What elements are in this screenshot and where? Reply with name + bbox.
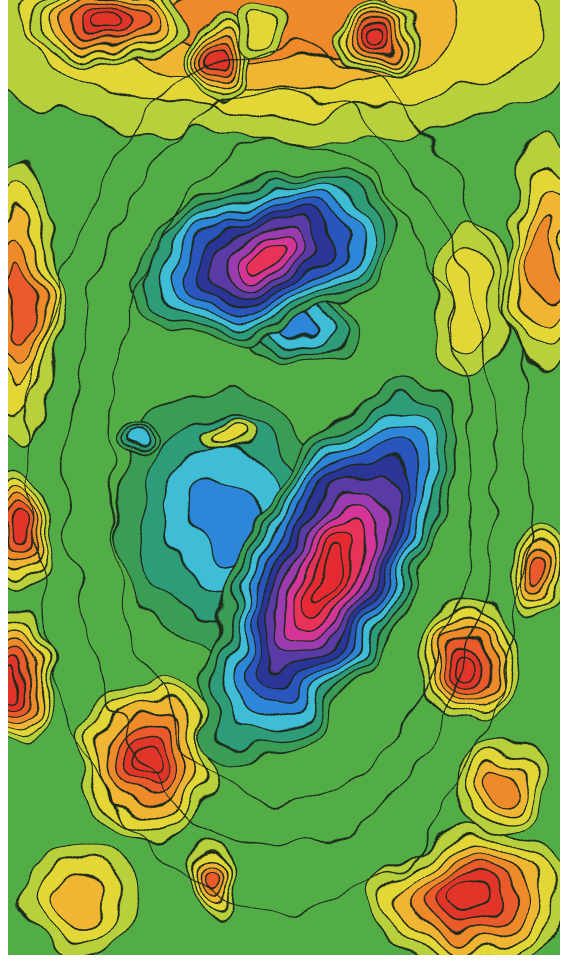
contour-field xyxy=(0,0,569,965)
contour-level xyxy=(445,251,494,349)
contour-level xyxy=(131,435,149,446)
contour-level xyxy=(531,559,548,582)
contour-level xyxy=(53,878,106,922)
contour-level xyxy=(484,774,515,805)
contour-level xyxy=(203,869,217,892)
contour-level xyxy=(9,260,32,340)
contour-level xyxy=(10,515,27,544)
contour-level xyxy=(7,665,24,694)
contour-level xyxy=(449,885,491,914)
contour-map xyxy=(0,0,569,965)
contour-level xyxy=(531,218,559,301)
contour-level xyxy=(245,15,276,46)
contour-level xyxy=(93,17,127,34)
contour-level xyxy=(210,428,241,443)
page: (() => { const svg = document.getElement… xyxy=(0,0,569,965)
contour-level xyxy=(371,33,390,48)
